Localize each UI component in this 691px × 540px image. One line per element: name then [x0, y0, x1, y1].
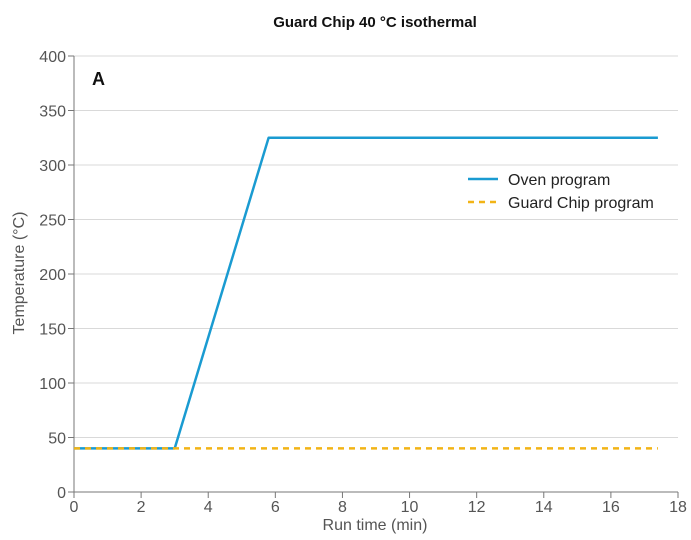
series-line-1 [74, 136, 658, 450]
y-axis-title: Temperature (°C) [11, 212, 28, 335]
y-tick-label: 100 [39, 376, 66, 393]
y-tick-label: 300 [39, 158, 66, 175]
y-tick-label: 400 [39, 49, 66, 66]
x-tick-label: 12 [468, 499, 486, 516]
x-tick-label: 2 [137, 499, 146, 516]
y-tick-label: 200 [39, 267, 66, 284]
x-tick-label: 10 [401, 499, 419, 516]
y-tick-label: 250 [39, 213, 66, 230]
x-tick-label: 4 [204, 499, 213, 516]
x-tick-label: 6 [271, 499, 280, 516]
panel-label: A [92, 69, 105, 89]
x-tick-label: 16 [602, 499, 620, 516]
chart-title: Guard Chip 40 °C isothermal [273, 14, 477, 31]
y-tick-label: 50 [48, 431, 66, 448]
y-tick-label: 150 [39, 322, 66, 339]
x-tick-label: 8 [338, 499, 347, 516]
series-layer [74, 136, 658, 450]
x-tick-label: 14 [535, 499, 553, 516]
x-tick-label: 0 [70, 499, 79, 516]
grid [74, 55, 678, 438]
legend: Oven program Guard Chip program [468, 172, 654, 212]
axes: 0 50 100 150 200 250 300 350 400 0 2 4 6 8 10 12 14 16 18 [39, 49, 687, 516]
x-tick-label: 18 [669, 499, 687, 516]
y-tick-label: 0 [57, 485, 66, 502]
y-tick-label: 350 [39, 104, 66, 121]
x-axis-title: Run time (min) [323, 517, 428, 534]
legend-label: Guard Chip program [508, 195, 654, 212]
legend-label: Oven program [508, 172, 610, 189]
